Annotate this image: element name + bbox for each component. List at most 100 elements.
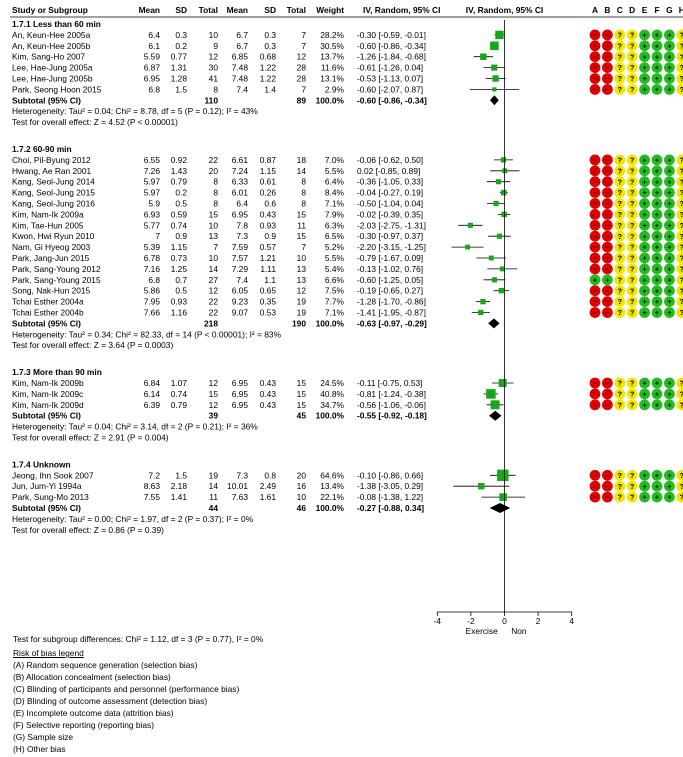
heterogeneity-1: Heterogeneity: Tau² = 0.04; Chi² = 8.78,…	[12, 106, 258, 116]
study-row-2-12-bias-e	[639, 274, 650, 286]
subgroup-title-1: 1.7.1 Less than 60 min	[12, 19, 101, 29]
study-row-2-6-bias-c	[614, 209, 626, 220]
study-row-2-4-bias-b-symbol: −	[605, 188, 610, 197]
study-row-3-2-bias-c	[614, 388, 626, 400]
study-row-4-2-bias-h-symbol: ?	[680, 482, 683, 491]
study-row-2-7-bias-f	[651, 219, 663, 231]
study-row-2-12-bias-c	[614, 274, 626, 286]
study-row-4-3-bias-c	[614, 491, 626, 503]
study-row-2-3-bias-a-symbol: −	[593, 177, 598, 186]
study-row-2-4-bias-e-symbol: +	[642, 188, 647, 197]
study-row-2-7-bias-d-symbol: ?	[630, 221, 635, 230]
subtotal-row-1-ci: -0.60 [-0.86, -0.34]	[357, 95, 427, 105]
study-row-3-2-bias-b	[602, 388, 613, 400]
study-row-2-12-total-exercise: 27	[209, 275, 219, 285]
study-row-1-1-total-exercise: 10	[209, 30, 219, 40]
study-row-2-10-total-control: 10	[297, 253, 307, 263]
study-row-2-2-bias-a-symbol: −	[593, 166, 598, 175]
study-row-2-9-sd-exercise: 1.15	[171, 242, 188, 252]
study-row-3-3-bias-g	[664, 399, 675, 411]
subtotal-row-4-label: Subtotal (95% CI)	[12, 503, 81, 513]
header-weight: Weight	[316, 5, 344, 15]
x-tick-label-2: 2	[536, 616, 541, 626]
study-row-3-3-bias-a	[589, 399, 601, 411]
study-row-1-4-weight: 11.6%	[321, 63, 345, 73]
study-row-2-1-name: Choi, Pil-Byung 2012	[12, 155, 91, 165]
study-row-4-3-point-estimate	[499, 493, 507, 501]
study-row-2-10-bias-h-symbol: ?	[680, 254, 683, 263]
study-row-2-15-bias-d-symbol: ?	[630, 308, 635, 317]
study-row-4-2-bias-c-symbol: ?	[618, 482, 623, 491]
study-row-2-14-bias-b-symbol: −	[605, 297, 610, 306]
study-row-2-13-bias-f	[651, 285, 663, 297]
study-row-2-7-bias-b	[602, 219, 613, 231]
study-row-4-2-bias-e-symbol: +	[642, 482, 647, 491]
study-row-2-10-bias-a-symbol: −	[593, 254, 598, 263]
study-row-4-2-bias-b-symbol: −	[605, 482, 610, 491]
study-row-2-10-mean-control: 7.57	[232, 253, 249, 263]
study-row-1-1-bias-b	[602, 29, 613, 41]
study-row-2-11-bias-d-symbol: ?	[630, 265, 635, 274]
study-row-2-3-bias-a	[589, 176, 601, 188]
study-row-2-3-bias-d	[626, 176, 638, 188]
study-row-1-6-total-control: 7	[301, 84, 306, 94]
study-row-3-1-total-control: 15	[297, 378, 307, 388]
study-row-2-8-bias-h	[676, 230, 683, 242]
study-row-2-14-mean-exercise: 7.95	[144, 297, 161, 307]
study-row-2-8-total-exercise: 13	[209, 231, 219, 241]
study-row-1-3-bias-c-symbol: ?	[618, 52, 623, 61]
study-row-3-3-name: Kim, Nam-Ik 2009d	[12, 400, 84, 410]
study-row-2-4-bias-a-symbol: −	[593, 188, 598, 197]
study-row-2-12-bias-e-symbol: +	[642, 275, 647, 284]
study-row-2-6-weight: 7.9%	[325, 209, 345, 219]
heterogeneity-3: Heterogeneity: Tau² = 0.04; Chi² = 3.14,…	[12, 422, 258, 432]
study-row-1-6-bias-b-symbol: −	[605, 85, 610, 94]
study-row-4-2-bias-e	[639, 480, 650, 492]
study-row-4-1-bias-f	[651, 469, 663, 481]
study-row-4-2-bias-f-symbol: +	[655, 482, 660, 491]
study-row-2-13-bias-c-symbol: ?	[618, 286, 623, 295]
study-row-2-15-sd-exercise: 1.16	[171, 308, 188, 318]
study-row-2-1-bias-a	[589, 154, 601, 166]
study-row-2-5-bias-a-symbol: −	[593, 199, 598, 208]
study-row-4-2-bias-f	[651, 480, 663, 492]
study-row-1-6-bias-c-symbol: ?	[618, 85, 623, 94]
study-row-2-11-ci: -0.13 [-1.02, 0.76]	[357, 264, 423, 274]
study-row-2-9-bias-e	[639, 241, 650, 253]
study-row-2-8-bias-d-symbol: ?	[630, 232, 635, 241]
study-row-1-5-point-estimate	[492, 75, 499, 82]
study-row-2-15-sd-control: 0.53	[260, 308, 277, 318]
study-row-4-3-bias-h-symbol: ?	[680, 493, 683, 502]
study-row-2-3-bias-f	[651, 176, 663, 188]
study-row-4-1-bias-b-symbol: −	[605, 471, 610, 480]
study-row-2-13-bias-e-symbol: +	[642, 286, 647, 295]
subtotal-row-3-total-exercise: 39	[209, 411, 219, 421]
study-row-2-5-weight: 7.1%	[325, 199, 345, 209]
study-row-2-12-weight: 6.6%	[325, 275, 345, 285]
study-row-1-6-bias-e	[639, 84, 650, 95]
study-row-2-7-ci: -2.03 [-2.75, -1.31]	[357, 220, 426, 230]
study-row-1-2-bias-g	[664, 40, 675, 52]
study-row-4-3-ci: -0.08 [-1.38, 1.22]	[357, 492, 423, 502]
study-row-2-14-bias-a-symbol: −	[593, 297, 598, 306]
study-row-2-12-bias-d	[626, 274, 638, 286]
study-row-2-12-ci: -0.60 [-1.25, 0.05]	[357, 275, 423, 285]
study-row-2-8-bias-g-symbol: +	[667, 232, 672, 241]
study-row-2-5-total-exercise: 8	[213, 199, 218, 209]
study-row-2-6-bias-e-symbol: +	[642, 210, 647, 219]
study-row-3-2-total-control: 15	[297, 389, 307, 399]
study-row-1-2-bias-d-symbol: ?	[630, 41, 635, 50]
study-row-4-3-bias-e-symbol: +	[642, 493, 647, 502]
study-row-1-2-bias-a	[589, 40, 601, 52]
study-row-4-1-mean-exercise: 7.2	[148, 470, 160, 480]
study-row-4-3-bias-a-symbol: −	[593, 493, 598, 502]
study-row-2-7-bias-g-symbol: +	[667, 221, 672, 230]
study-row-1-2-bias-c-symbol: ?	[618, 41, 623, 50]
study-row-2-5-bias-e-symbol: +	[642, 199, 647, 208]
study-row-2-14-mean-control: 9.23	[232, 297, 249, 307]
study-row-2-4-bias-g-symbol: +	[667, 188, 672, 197]
study-row-2-12-bias-f-symbol: +	[655, 275, 660, 284]
study-row-2-11-sd-control: 1.11	[260, 264, 276, 274]
study-row-4-3-mean-exercise: 7.55	[144, 492, 161, 502]
subtotal-row-3-weight: 100.0%	[316, 411, 345, 421]
